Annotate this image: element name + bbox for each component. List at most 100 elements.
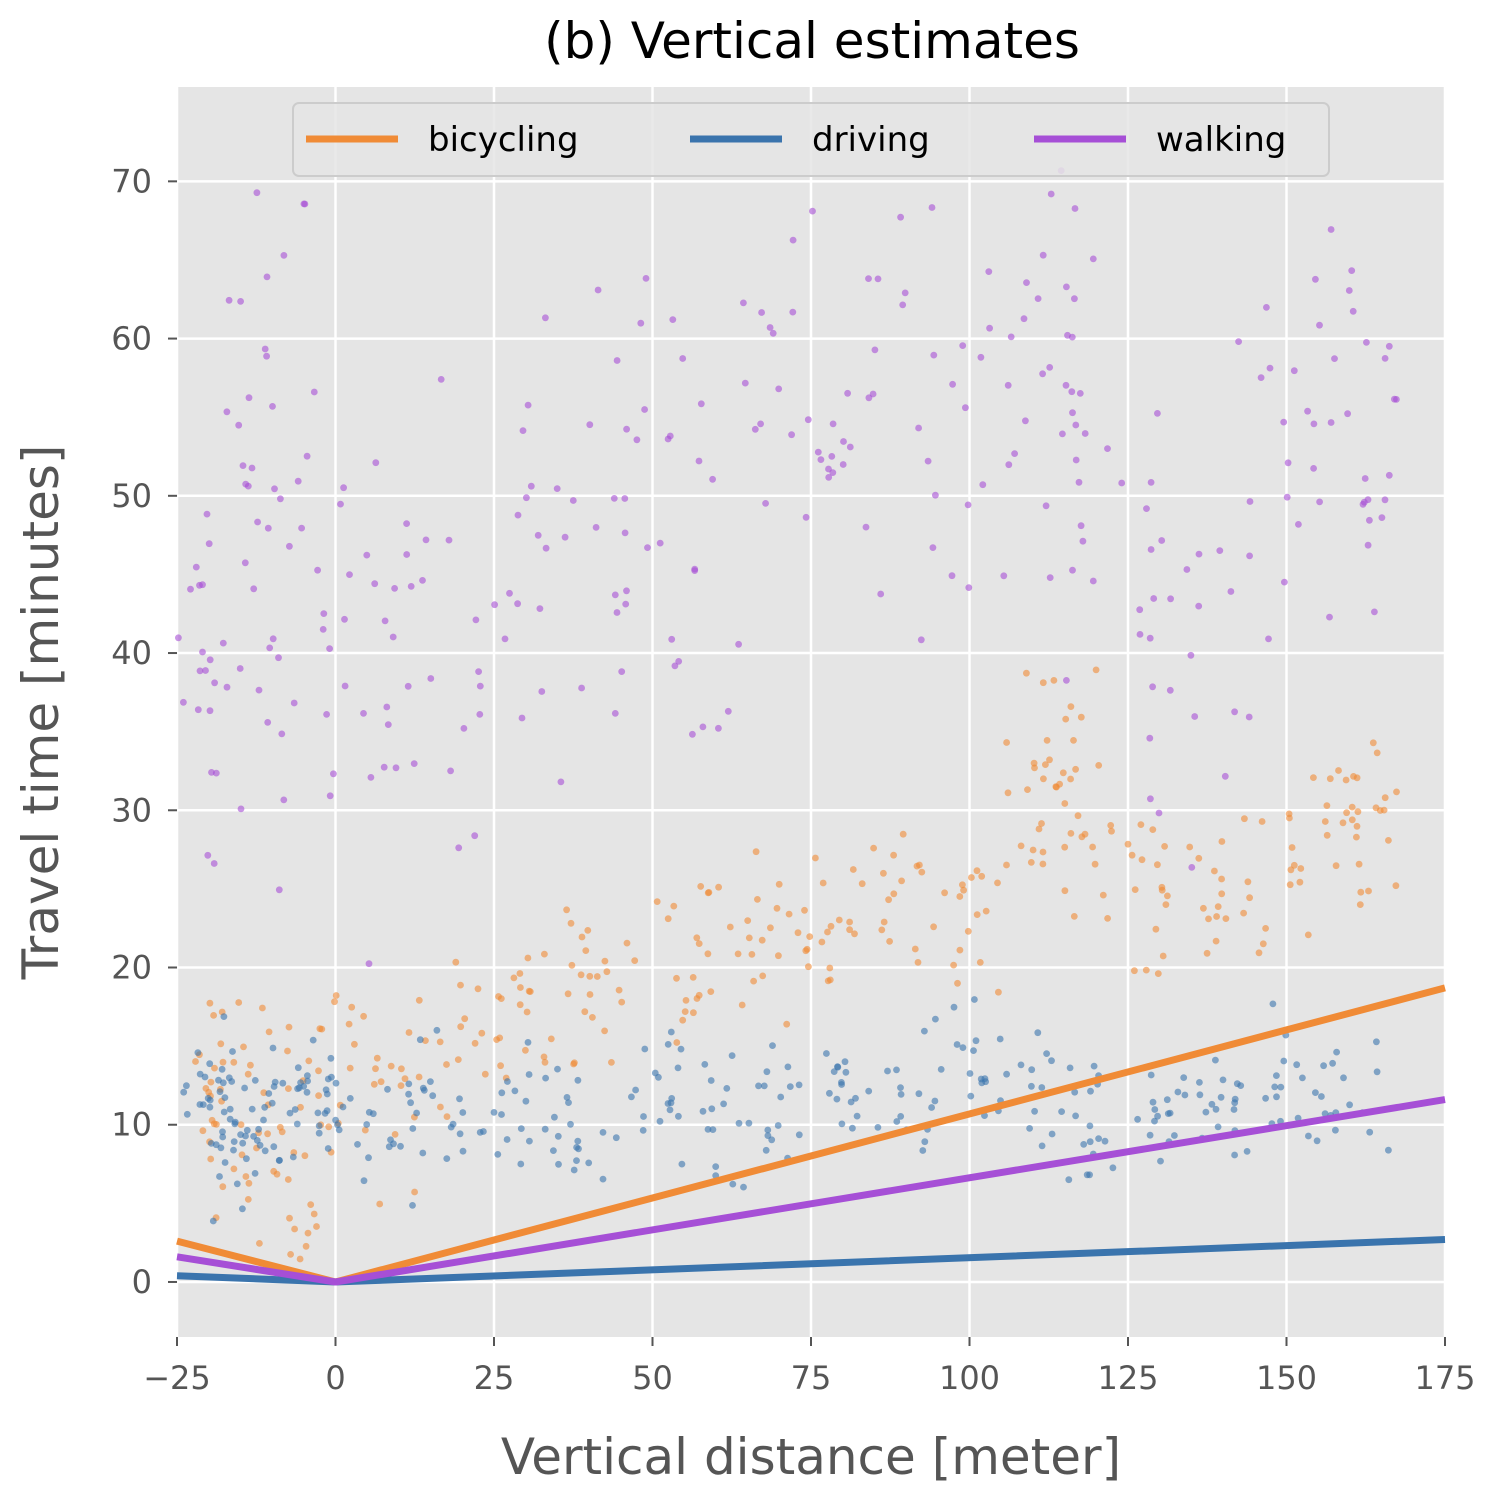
scatter-point-bicycling [827,922,835,930]
scatter-point-driving [967,1092,975,1100]
scatter-point-walking [844,389,851,397]
scatter-point-driving [221,1159,229,1166]
scatter-point-driving [1214,1123,1222,1131]
scatter-point-bicycling [745,934,753,942]
scatter-point-walking [341,682,349,690]
scatter-point-bicycling [1212,937,1220,945]
scatter-point-bicycling [1050,677,1058,684]
scatter-point-walking [1257,374,1265,381]
scatter-point-walking [862,523,870,531]
scatter-point-driving [219,1133,227,1141]
scatter-point-walking [211,679,219,687]
scatter-point-bicycling [673,1039,681,1046]
scatter-point-driving [1280,1057,1288,1065]
scatter-point-walking [1042,502,1050,510]
scatter-point-driving [823,1050,830,1057]
scatter-point-driving [1277,1083,1285,1091]
scatter-point-bicycling [1074,812,1082,820]
scatter-point-driving [937,1066,945,1073]
scatter-point-driving [1163,1096,1171,1104]
scatter-point-driving [1340,1074,1347,1082]
scatter-point-walking [210,860,218,867]
scatter-point-walking [1146,634,1154,642]
scatter-point-driving [959,1044,967,1051]
scatter-point-bicycling [523,1008,531,1016]
scatter-point-bicycling [285,1085,292,1092]
scatter-point-bicycling [1288,844,1296,851]
scatter-point-bicycling [1061,800,1069,807]
scatter-point-walking [219,639,227,647]
y-tick-label: 30 [111,791,152,829]
scatter-point-driving [745,1119,753,1127]
scatter-point-walking [1068,388,1076,396]
scatter-point-driving [1318,1093,1325,1100]
scatter-point-driving [1065,1176,1073,1184]
x-tick-label: 0 [325,1359,345,1397]
scatter-point-walking [1381,355,1389,362]
scatter-point-walking [275,654,282,662]
scatter-point-driving [365,1154,372,1162]
scatter-point-bicycling [707,988,715,995]
scatter-point-driving [764,1132,772,1139]
scatter-point-driving [206,1060,214,1068]
scatter-point-driving [893,1118,901,1125]
scatter-point-walking [977,353,985,361]
scatter-point-walking [1023,279,1030,286]
scatter-point-driving [419,1149,427,1157]
scatter-point-bicycling [452,958,460,966]
scatter-point-bicycling [524,954,532,962]
scatter-point-bicycling [581,1008,589,1016]
scatter-point-bicycling [1137,821,1145,828]
scatter-point-walking [924,457,932,465]
scatter-point-walking [1284,459,1292,467]
scatter-point-walking [762,500,769,507]
scatter-point-driving [786,1083,794,1090]
scatter-point-driving [304,1077,311,1085]
scatter-point-bicycling [1142,966,1150,974]
scatter-point-driving [1212,1105,1220,1113]
scatter-point-walking [814,448,822,456]
scatter-point-driving [763,1068,771,1076]
scatter-point-driving [1066,1064,1074,1072]
scatter-point-driving [1171,1132,1178,1139]
scatter-point-bicycling [681,1008,689,1015]
scatter-point-walking [825,465,832,473]
scatter-point-walking [825,474,833,481]
scatter-point-walking [979,481,987,489]
scatter-point-bicycling [982,907,990,915]
scatter-point-driving [459,1109,467,1116]
grid [175,87,1447,1337]
scatter-point-driving [1157,1157,1164,1165]
scatter-point-driving [1269,1000,1277,1008]
scatter-point-bicycling [541,1058,549,1066]
scatter-point-bicycling [1369,739,1377,747]
scatter-points [175,167,1400,1263]
scatter-point-walking [985,268,993,275]
scatter-point-driving [565,1099,572,1106]
scatter-point-walking [695,457,703,465]
scatter-point-walking [802,513,810,521]
scatter-point-driving [385,1143,393,1151]
scatter-point-walking [437,376,445,383]
scatter-point-bicycling [1004,789,1012,797]
scatter-point-bicycling [1258,818,1266,825]
scatter-point-walking [1263,304,1270,311]
scatter-point-bicycling [422,1037,429,1044]
scatter-point-driving [784,1063,792,1071]
scatter-point-bicycling [230,1058,238,1066]
scatter-point-driving [740,1183,747,1191]
scatter-point-driving [1031,1107,1038,1115]
scatter-point-driving [511,1087,519,1095]
scatter-point-walking [491,601,498,609]
scatter-point-driving [921,1138,929,1146]
scatter-point-driving [931,1097,939,1105]
scatter-point-walking [840,438,847,445]
scatter-point-driving [1164,1110,1172,1117]
scatter-point-bicycling [474,985,482,993]
scatter-point-bicycling [1077,713,1085,721]
scatter-point-walking [1039,251,1047,259]
scatter-point-driving [1034,1029,1042,1037]
scatter-point-driving [1217,1093,1225,1101]
scatter-point-bicycling [631,957,639,964]
scatter-point-bicycling [351,1040,358,1048]
